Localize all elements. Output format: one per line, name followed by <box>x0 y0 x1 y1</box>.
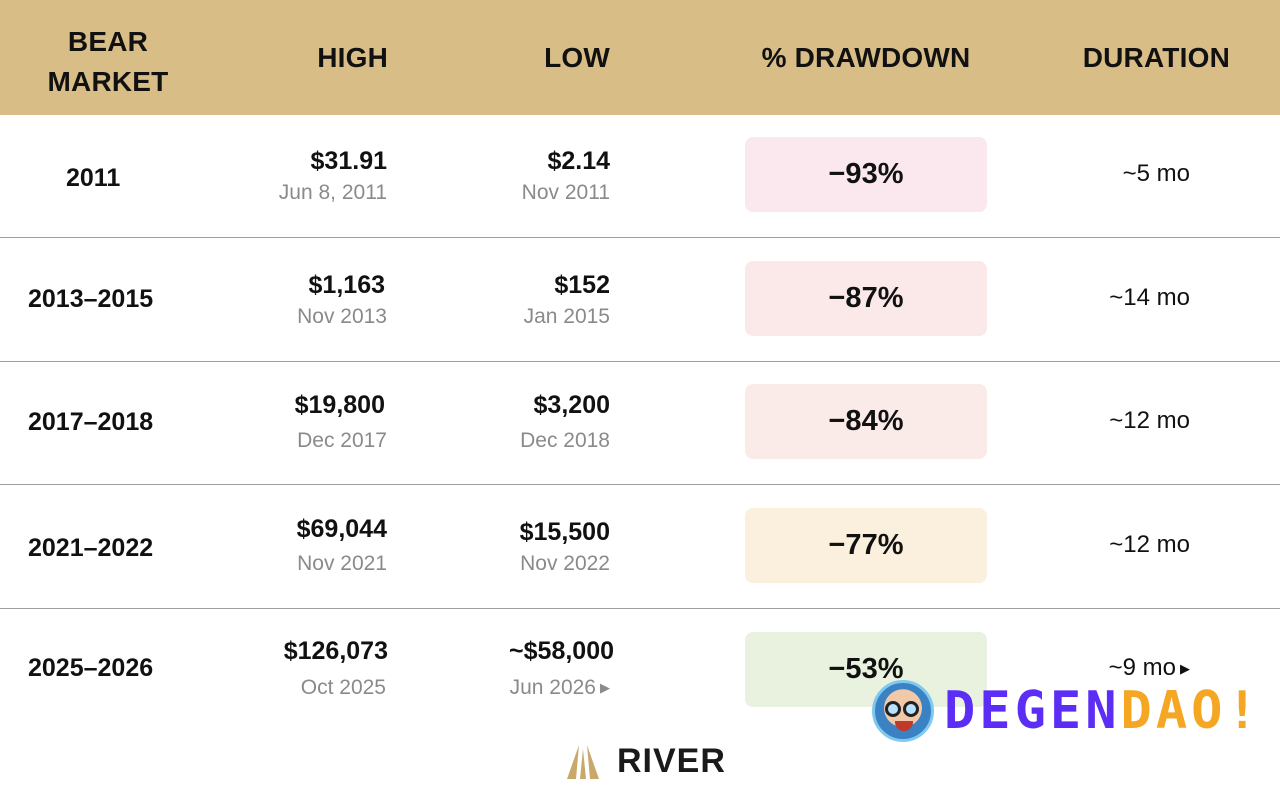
logo-stroke <box>580 749 586 779</box>
high-date: Nov 2021 <box>297 552 387 575</box>
period-cell: 2017–2018 <box>28 408 154 436</box>
table-row: 2021–2022 $69,044 Nov 2021 $15,500 Nov 2… <box>0 486 1280 609</box>
high-price: $31.91 <box>310 147 387 175</box>
low-price: $2.14 <box>547 147 610 175</box>
column-header-low: LOW <box>544 42 610 73</box>
table-row: 2025–2026 $126,073 Oct 2025 ~$58,000 Jun… <box>0 610 1280 733</box>
low-date: Jan 2015 <box>523 305 610 328</box>
table-row: 2017–2018 $19,800 Dec 2017 $3,200 Dec 20… <box>0 362 1280 485</box>
low-date: Jun 2026 <box>509 676 596 699</box>
degendao-watermark: DEGENDAO! <box>872 680 1262 742</box>
low-price: $3,200 <box>533 391 610 419</box>
drawdown-badge: −53% <box>745 632 987 707</box>
mascot-avatar <box>872 680 934 742</box>
drawdown-badge: −77% <box>745 508 987 583</box>
river-mark-icon <box>567 745 599 779</box>
logo-stroke <box>587 745 599 779</box>
high-date: Nov 2013 <box>297 305 387 328</box>
brand-name: RIVER <box>617 741 726 780</box>
low-date-wrap: Jun 2026 ▶ <box>420 675 610 701</box>
duration-cell: ~12 mo <box>1109 531 1190 558</box>
duration-cell: ~9 mo <box>1108 654 1176 681</box>
triangle-right-icon: ▶ <box>600 680 610 696</box>
low-date: Nov 2011 <box>521 181 610 204</box>
high-date: Oct 2025 <box>300 676 386 699</box>
period-cell: 2021–2022 <box>28 534 154 562</box>
column-header-bear-market: BEAR MARKET <box>47 26 169 97</box>
low-price: $15,500 <box>519 518 610 546</box>
high-date: Jun 8, 2011 <box>278 181 387 204</box>
table-header: BEAR MARKET HIGH LOW % DRAWDOWN DURATION <box>0 0 1280 115</box>
period-cell: 2013–2015 <box>28 285 154 313</box>
duration-wrap: ~9 mo ▶ <box>1000 653 1190 684</box>
goggle-right <box>903 701 919 717</box>
triangle-right-icon: ▶ <box>1180 660 1190 676</box>
column-header-duration: DURATION <box>1082 42 1230 73</box>
drawdown-badge: −87% <box>745 261 987 336</box>
low-price: $152 <box>554 271 610 299</box>
high-date: Dec 2017 <box>297 429 387 452</box>
low-price: ~$58,000 <box>509 637 614 665</box>
logo-stroke <box>567 745 579 779</box>
duration-cell: ~14 mo <box>1109 284 1190 311</box>
table-row: 2013–2015 $1,163 Nov 2013 $152 Jan 2015 … <box>0 239 1280 362</box>
goggle-left <box>885 701 901 717</box>
mascot-mouth <box>895 721 913 731</box>
duration-cell: ~5 mo <box>1122 160 1190 187</box>
watermark-text: DEGENDAO! <box>944 681 1262 741</box>
column-header-high: HIGH <box>317 42 388 73</box>
drawdown-badge: −93% <box>745 137 987 212</box>
period-cell: 2011 <box>66 164 121 192</box>
river-logo: RIVER <box>563 740 726 782</box>
low-date: Nov 2022 <box>520 552 610 575</box>
period-cell: 2025–2026 <box>28 654 154 682</box>
table-row: 2011 $31.91 Jun 8, 2011 $2.14 Nov 2011 −… <box>0 115 1280 238</box>
drawdown-badge: −84% <box>745 384 987 459</box>
high-price: $1,163 <box>308 271 385 299</box>
low-date: Dec 2018 <box>520 429 610 452</box>
column-header-drawdown: % DRAWDOWN <box>761 42 971 73</box>
duration-cell: ~12 mo <box>1109 407 1190 434</box>
high-price: $19,800 <box>294 391 385 419</box>
high-price: $126,073 <box>283 637 388 665</box>
high-price: $69,044 <box>296 515 387 543</box>
